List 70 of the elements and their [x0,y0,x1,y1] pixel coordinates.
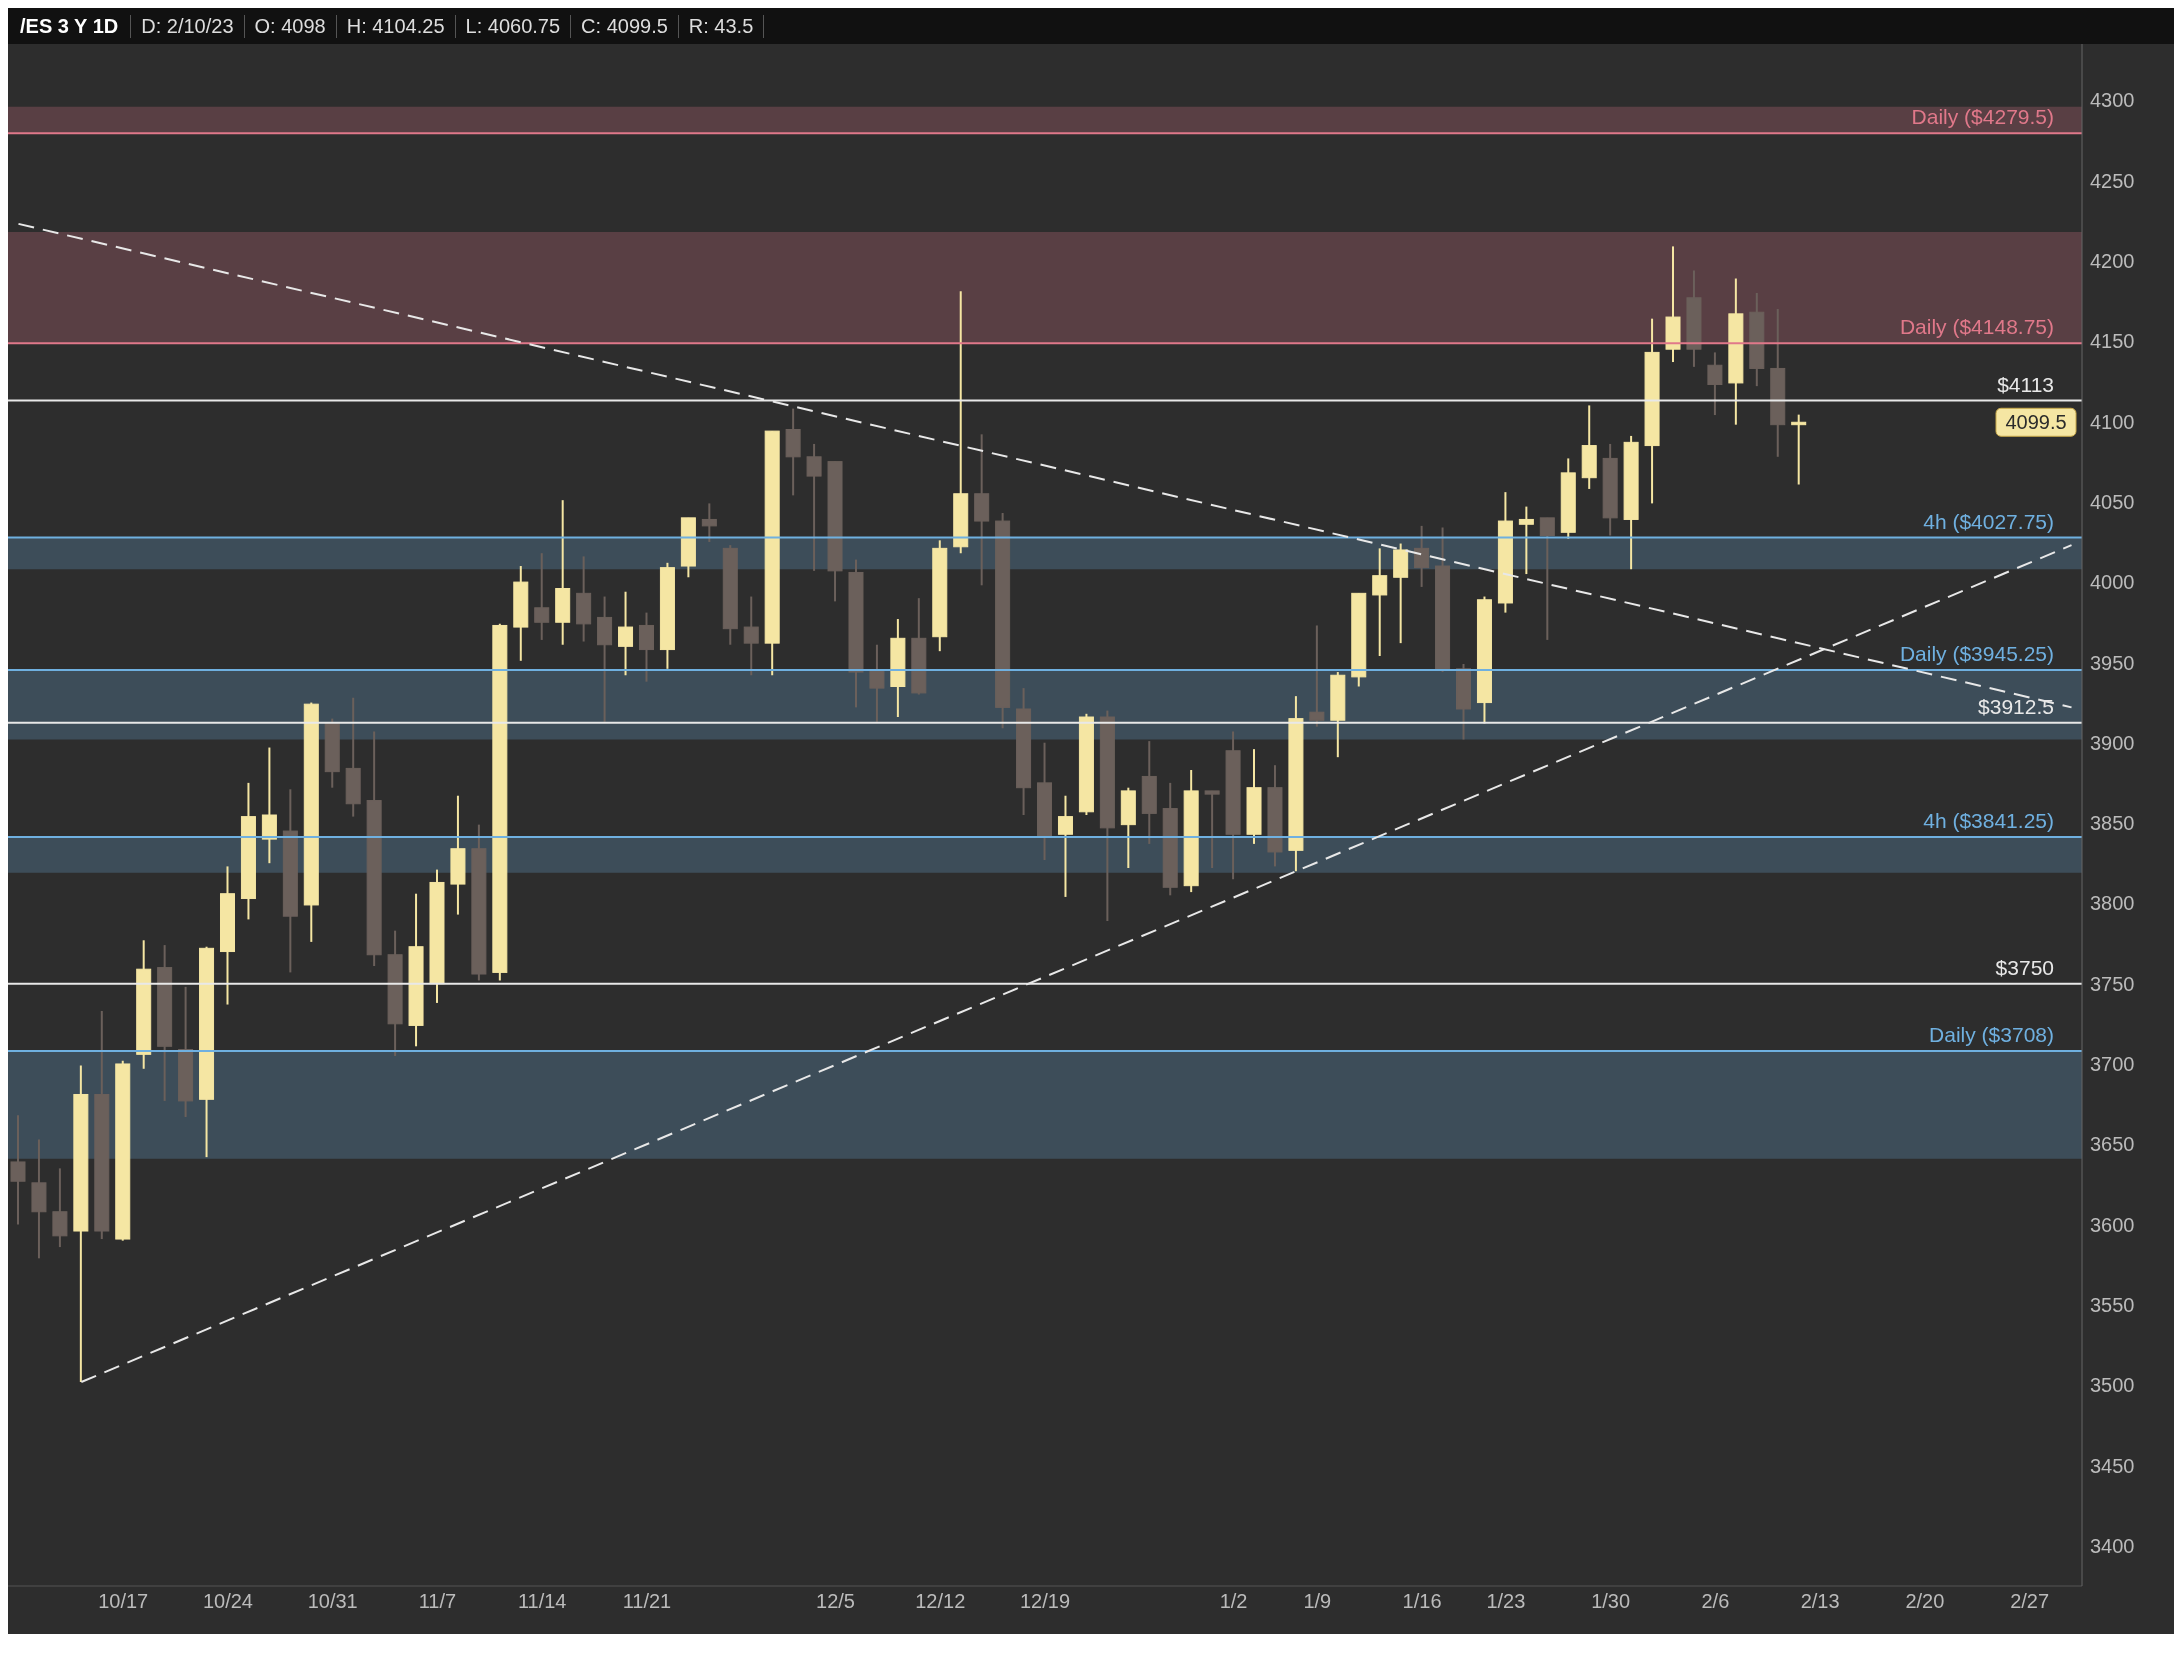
x-tick-label: 1/2 [1219,1590,1248,1613]
candlestick [10,1114,26,1226]
candlestick [1309,624,1325,728]
y-tick-label: 3850 [2090,812,2135,835]
candlestick [701,502,717,543]
x-tick-label: 2/13 [1800,1590,1840,1613]
text: L: 4060.75 [455,14,572,38]
candlestick [1791,413,1807,486]
y-tick-label: 4300 [2090,89,2135,112]
candlestick [869,643,885,723]
y-tick-label: 4100 [2090,410,2135,433]
candlestick [806,442,822,572]
ref-line-label: Daily ($3708) [1929,1023,2054,1047]
x-tick-label: 12/5 [816,1590,855,1613]
x-tick-label: 11/7 [418,1590,457,1613]
chart-title: /ES 3 Y 1D [8,14,132,38]
y-tick-label: 3750 [2090,972,2135,995]
y-tick-label: 3500 [2090,1374,2135,1397]
candlestick [1057,794,1073,898]
candlestick [1414,524,1430,588]
y-tick-label: 3450 [2090,1454,2135,1477]
y-tick-label: 3600 [2090,1213,2135,1236]
x-tick-label: 1/9 [1303,1590,1332,1613]
x-tick-label: 12/12 [915,1590,966,1613]
y-tick-label: 4250 [2090,169,2135,192]
candlestick [534,552,550,641]
text: H: 4104.25 [336,14,456,38]
ref-line-label: $3912.5 [1978,694,2054,718]
y-tick-label: 3900 [2090,731,2135,754]
y-tick-label: 3650 [2090,1133,2135,1156]
annotation: 4099.5 [2005,411,2067,434]
ref-line-label: $3750 [1995,955,2054,979]
y-tick-label: 3550 [2090,1294,2135,1317]
x-tick-label: 1/30 [1591,1590,1631,1613]
candlestick [1204,789,1220,870]
ref-line-label: Daily ($3945.25) [1899,642,2054,666]
x-tick-label: 11/21 [622,1590,672,1613]
candlestick [618,590,634,677]
candlestick [743,595,759,677]
x-tick-label: 10/17 [98,1590,149,1613]
y-tick-label: 4000 [2090,571,2135,594]
x-tick-label: 10/24 [202,1590,253,1613]
y-tick-label: 3950 [2090,651,2135,674]
y-tick-label: 3400 [2090,1534,2135,1557]
y-tick-label: 3700 [2090,1053,2135,1076]
ref-line-label: Daily ($4279.5) [1911,105,2054,129]
text: D: 2/10/23 [131,14,245,38]
x-tick-label: 1/16 [1402,1590,1442,1613]
candlestick [1539,516,1555,641]
ref-line-label: 4h ($4027.75) [1923,509,2054,533]
y-tick-label: 3800 [2090,892,2135,915]
candlestick [1372,547,1388,657]
x-tick-label: 10/31 [307,1590,358,1613]
x-tick-label: 2/27 [2010,1590,2050,1613]
x-tick-label: 2/20 [1905,1590,1945,1613]
ref-line-label: 4h ($3841.25) [1923,809,2054,833]
ref-line-label: Daily ($4148.75) [1899,315,2054,339]
x-tick-label: 11/14 [517,1590,567,1613]
x-tick-label: 1/23 [1486,1590,1526,1613]
text: R: 43.5 [678,14,765,38]
ref-line-label: $4113 [1997,372,2054,396]
text: C: 4099.5 [571,14,679,38]
candlestick [1518,505,1534,576]
x-tick-label: 12/19 [1019,1590,1071,1613]
text: O: 4098 [244,14,337,38]
y-tick-label: 4200 [2090,249,2135,272]
x-tick-label: 2/6 [1701,1590,1730,1613]
candlestick [1707,351,1723,417]
y-tick-label: 4050 [2090,490,2135,513]
y-tick-label: 4150 [2090,330,2135,353]
